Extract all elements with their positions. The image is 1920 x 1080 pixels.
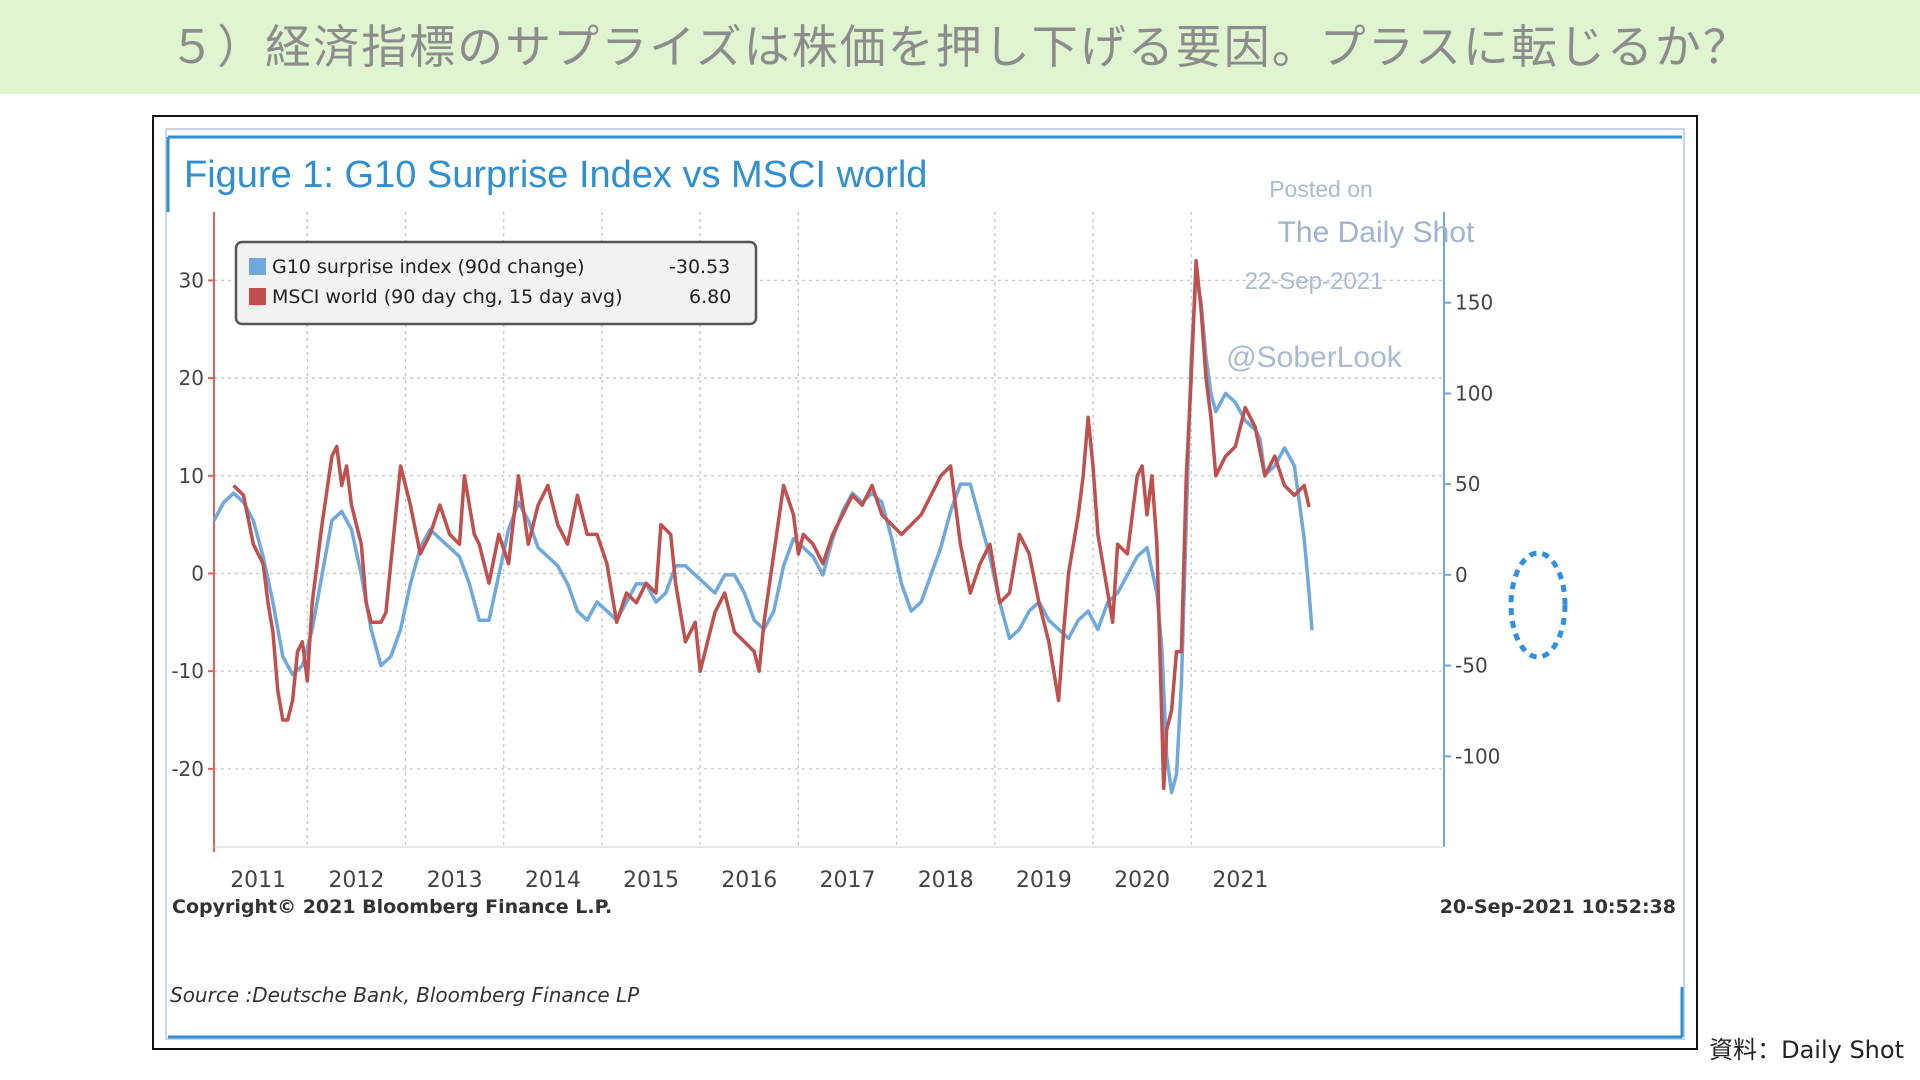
timestamp-text: 20-Sep-2021 10:52:38 [1440,896,1676,918]
x-axis-tick-label: 2017 [819,868,875,893]
left-axis-tick-label: -20 [171,757,204,781]
legend: G10 surprise index (90d change) -30.53 M… [234,240,758,326]
right-axis-tick-label: -100 [1455,744,1500,768]
chart-svg: Figure 1: G10 Surprise Index vs MSCI wor… [165,128,1685,1040]
x-axis-tick-label: 2018 [918,868,974,893]
x-axis-tick-label: 2013 [427,868,483,893]
left-axis-tick-label: 30 [179,268,204,292]
chart-frame: Figure 1: G10 Surprise Index vs MSCI wor… [152,115,1698,1050]
x-axis-tick-label: 2016 [721,868,777,893]
legend-box [234,240,758,326]
chart-title: Figure 1: G10 Surprise Index vs MSCI wor… [184,154,927,196]
x-axis-tick-label: 2011 [230,868,286,893]
watermark-publisher: The Daily Shot [1278,216,1475,249]
legend-swatch-surprise [249,258,266,275]
x-axis-tick-label: 2015 [623,868,679,893]
right-axis-tick-label: 150 [1455,291,1493,315]
legend-value-surprise: -30.53 [669,256,730,278]
watermark-posted-on: Posted on [1269,176,1373,202]
watermark-date: 22-Sep-2021 [1245,268,1384,295]
legend-value-msci: 6.80 [689,286,731,308]
watermark-handle: @SoberLook [1226,341,1403,374]
legend-swatch-msci [249,288,266,305]
right-axis-tick-label: -50 [1455,654,1488,678]
legend-label-surprise: G10 surprise index (90d change) [272,256,585,278]
plot-group [212,259,1314,795]
source-text: Source :Deutsche Bank, Bloomberg Finance… [170,983,640,1007]
right-axis-tick-label: 50 [1455,472,1480,496]
x-axis-tick-label: 2020 [1114,868,1170,893]
x-axis-tick-label: 2019 [1016,868,1072,893]
page-title: ５）経済指標のサプライズは株価を押し下げる要因。プラスに転じるか？ [169,20,1751,74]
series-line-surprise [212,273,1314,795]
left-axis-tick-label: 20 [179,366,204,390]
right-axis-tick-label: 100 [1455,381,1493,405]
x-axis-tick-label: 2012 [328,868,384,893]
highlight-ellipse [1508,550,1568,660]
copyright-text: Copyright© 2021 Bloomberg Finance L.P. [172,896,612,918]
left-axis-tick-label: 0 [191,561,204,585]
title-banner [0,0,1920,94]
source-note: 資料：Daily Shot [1709,1036,1904,1064]
x-axis-tick-label: 2021 [1212,868,1268,893]
legend-label-msci: MSCI world (90 day chg, 15 day avg) [272,286,623,308]
series-line-msci [232,259,1311,791]
left-axis-tick-label: 10 [179,464,204,488]
x-axis-tick-label: 2014 [525,868,581,893]
left-axis-tick-label: -10 [171,659,204,683]
right-axis-tick-label: 0 [1455,563,1468,587]
